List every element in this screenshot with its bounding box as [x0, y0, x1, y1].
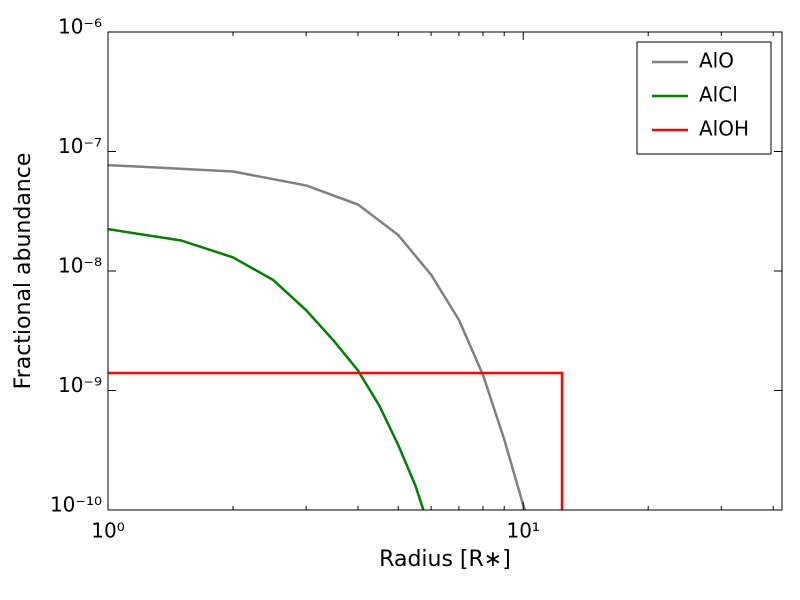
x-tick-label: 10¹ — [506, 519, 539, 543]
legend-box — [636, 41, 772, 155]
y-tick-label: 10⁻⁷ — [58, 134, 102, 158]
series-line — [108, 227, 425, 511]
y-tick-label: 10⁻⁸ — [58, 254, 102, 278]
legend-label: AlCl — [699, 83, 738, 107]
x-axis-label: Radius [R∗] — [379, 547, 511, 572]
y-tick-label: 10⁻⁶ — [58, 15, 102, 39]
y-tick-label: 10⁻⁹ — [58, 373, 102, 397]
y-axis-label: Fractional abundance — [11, 153, 36, 390]
series-line — [108, 371, 564, 510]
x-tick-label: 10⁰ — [91, 519, 124, 543]
series-line — [108, 163, 527, 511]
legend-label: AlO — [699, 49, 734, 73]
legend-label: AlOH — [699, 117, 749, 141]
y-tick-label: 10⁻¹⁰ — [50, 493, 102, 517]
